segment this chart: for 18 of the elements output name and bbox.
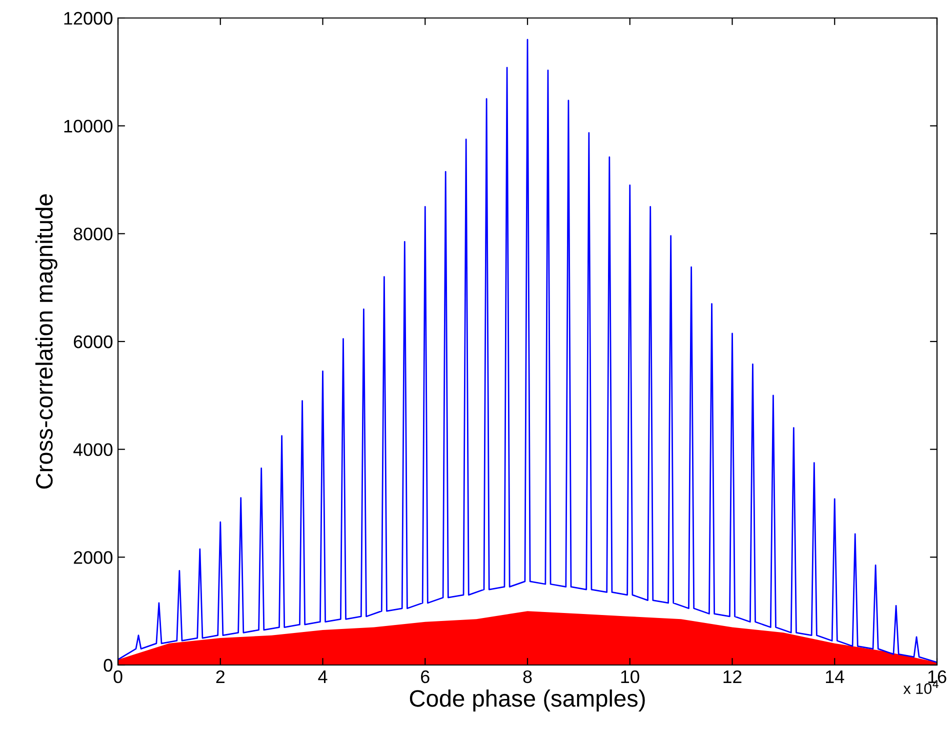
y-tick-label: 12000	[64, 12, 112, 25]
x-axis-title: Code phase (samples)	[410, 689, 645, 712]
x-tick-label: 10	[621, 670, 640, 684]
y-tick-label: 6000	[74, 335, 112, 348]
x-tick-label: 6	[421, 670, 430, 684]
x-tick-label: 8	[523, 670, 532, 684]
y-tick-label: 0	[104, 658, 112, 672]
x-tick-label: 4	[318, 670, 328, 683]
y-tick-label: 2000	[74, 551, 112, 564]
y-axis-title: Cross-correlation magnitude	[35, 194, 58, 489]
y-tick-label: 10000	[64, 120, 112, 133]
x-tick-label: 12	[724, 670, 742, 683]
x-tick-label: 14	[826, 670, 844, 683]
x-tick-label: 0	[114, 670, 122, 684]
x-tick-label: 2	[216, 670, 224, 683]
y-tick-label: 4000	[73, 443, 112, 456]
y-tick-label: 8000	[74, 228, 112, 240]
line-series	[118, 38, 937, 663]
